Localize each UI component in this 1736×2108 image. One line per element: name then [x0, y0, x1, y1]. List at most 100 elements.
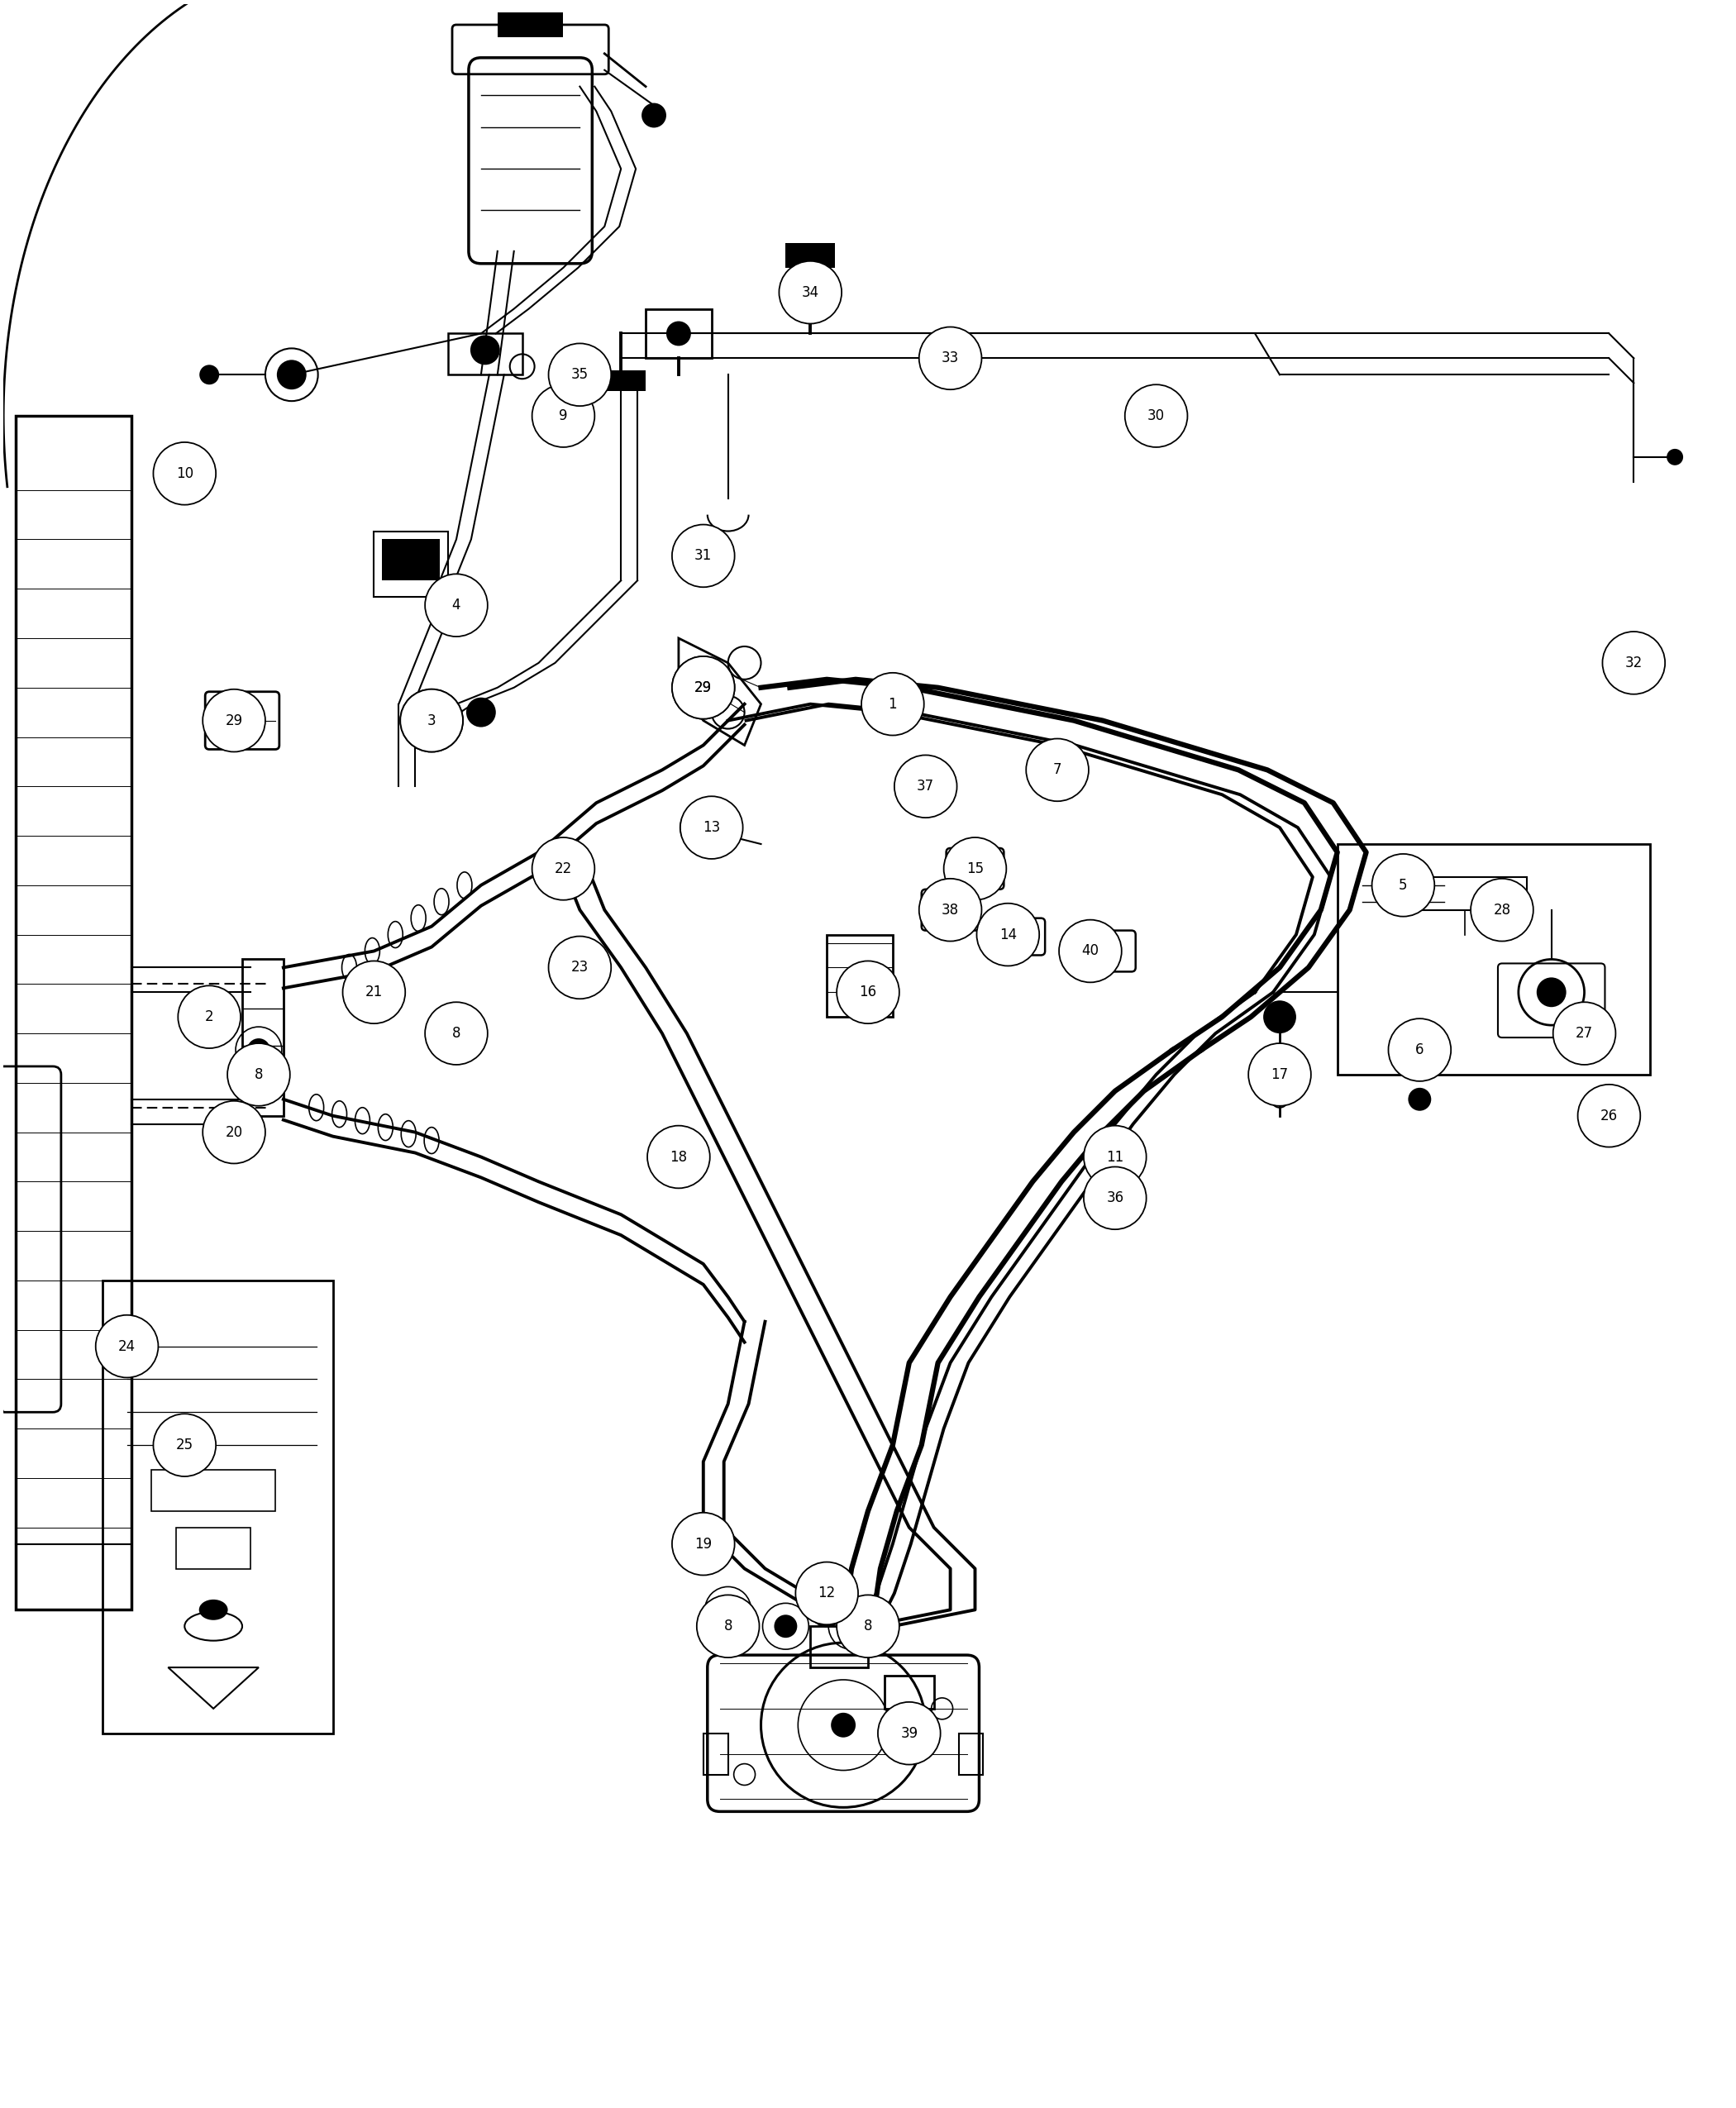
Text: 39: 39 [901, 1726, 918, 1741]
Bar [1403, 877, 1526, 911]
Bar [884, 1676, 934, 1710]
Circle shape [667, 320, 691, 346]
Circle shape [425, 573, 488, 637]
Circle shape [1083, 1126, 1146, 1189]
Circle shape [672, 525, 734, 588]
Circle shape [1578, 1084, 1641, 1147]
Circle shape [179, 987, 241, 1048]
Bar [448, 333, 523, 375]
Text: 37: 37 [917, 780, 934, 795]
Text: 18: 18 [670, 1149, 687, 1164]
Text: 3: 3 [427, 713, 436, 727]
Circle shape [1026, 738, 1088, 801]
Circle shape [1083, 1168, 1146, 1229]
Circle shape [878, 1701, 941, 1764]
Text: 29: 29 [694, 681, 712, 696]
Bar [786, 242, 835, 268]
Text: 8: 8 [255, 1067, 264, 1081]
Text: 31: 31 [694, 548, 712, 563]
Circle shape [1536, 978, 1566, 1008]
Circle shape [861, 672, 924, 736]
Circle shape [413, 702, 450, 738]
Bar [646, 310, 712, 358]
Circle shape [918, 879, 981, 940]
Circle shape [203, 689, 266, 753]
Circle shape [1371, 854, 1434, 917]
Circle shape [1248, 1043, 1311, 1107]
Circle shape [840, 1615, 863, 1638]
Text: 19: 19 [694, 1537, 712, 1551]
Circle shape [247, 1039, 271, 1062]
Circle shape [1389, 1018, 1451, 1081]
Circle shape [779, 261, 842, 325]
Circle shape [918, 327, 981, 390]
Text: 35: 35 [571, 367, 589, 382]
Circle shape [672, 1514, 734, 1575]
Text: 10: 10 [175, 466, 193, 481]
Circle shape [691, 816, 715, 839]
Circle shape [425, 1001, 488, 1065]
Circle shape [977, 904, 1040, 965]
Text: 4: 4 [451, 599, 460, 613]
Circle shape [696, 1596, 759, 1657]
Bar [811, 1625, 868, 1667]
Text: 29: 29 [226, 713, 243, 727]
Circle shape [837, 961, 899, 1024]
Bar [177, 1528, 250, 1568]
Text: 9: 9 [559, 409, 568, 424]
Circle shape [227, 1043, 290, 1107]
Circle shape [1602, 632, 1665, 694]
Circle shape [681, 797, 743, 858]
Text: 14: 14 [1000, 928, 1017, 942]
Bar [826, 934, 892, 1016]
Text: 15: 15 [967, 862, 984, 877]
Bar [793, 268, 826, 293]
Circle shape [549, 936, 611, 999]
Text: 6: 6 [1415, 1043, 1424, 1058]
Circle shape [200, 365, 219, 384]
Circle shape [549, 344, 611, 407]
Circle shape [774, 1615, 797, 1638]
Circle shape [1470, 879, 1533, 940]
Text: 8: 8 [865, 1619, 873, 1634]
Circle shape [832, 1712, 856, 1737]
Circle shape [531, 837, 595, 900]
Circle shape [153, 443, 215, 504]
Circle shape [717, 1598, 740, 1621]
Bar [151, 1469, 276, 1511]
Text: 34: 34 [802, 285, 819, 299]
Circle shape [342, 961, 404, 1024]
Text: 8: 8 [451, 1027, 460, 1041]
Text: 25: 25 [175, 1438, 193, 1452]
Text: 29: 29 [694, 681, 712, 696]
Text: 1: 1 [889, 696, 898, 713]
Text: 36: 36 [1106, 1191, 1123, 1206]
Bar [595, 371, 646, 392]
Text: 11: 11 [1106, 1149, 1123, 1164]
Text: 30: 30 [1147, 409, 1165, 424]
Circle shape [95, 1315, 158, 1379]
Circle shape [401, 689, 464, 753]
Bar [373, 531, 448, 597]
Circle shape [1059, 919, 1121, 982]
Circle shape [917, 776, 936, 797]
Text: 27: 27 [1576, 1027, 1594, 1041]
Circle shape [531, 384, 595, 447]
Text: 21: 21 [365, 984, 382, 999]
Circle shape [1408, 1088, 1430, 1111]
Text: 20: 20 [226, 1126, 243, 1140]
Circle shape [470, 335, 500, 365]
Circle shape [368, 987, 380, 999]
Circle shape [672, 656, 734, 719]
Circle shape [203, 1100, 266, 1164]
Circle shape [153, 1414, 215, 1476]
Circle shape [944, 837, 1007, 900]
Bar [958, 1733, 983, 1775]
Text: 8: 8 [724, 1619, 733, 1634]
Text: 40: 40 [1082, 944, 1099, 959]
Text: 23: 23 [571, 959, 589, 976]
Text: 7: 7 [1054, 763, 1062, 778]
Circle shape [1667, 449, 1684, 466]
Circle shape [1125, 384, 1187, 447]
Text: 33: 33 [941, 350, 958, 365]
